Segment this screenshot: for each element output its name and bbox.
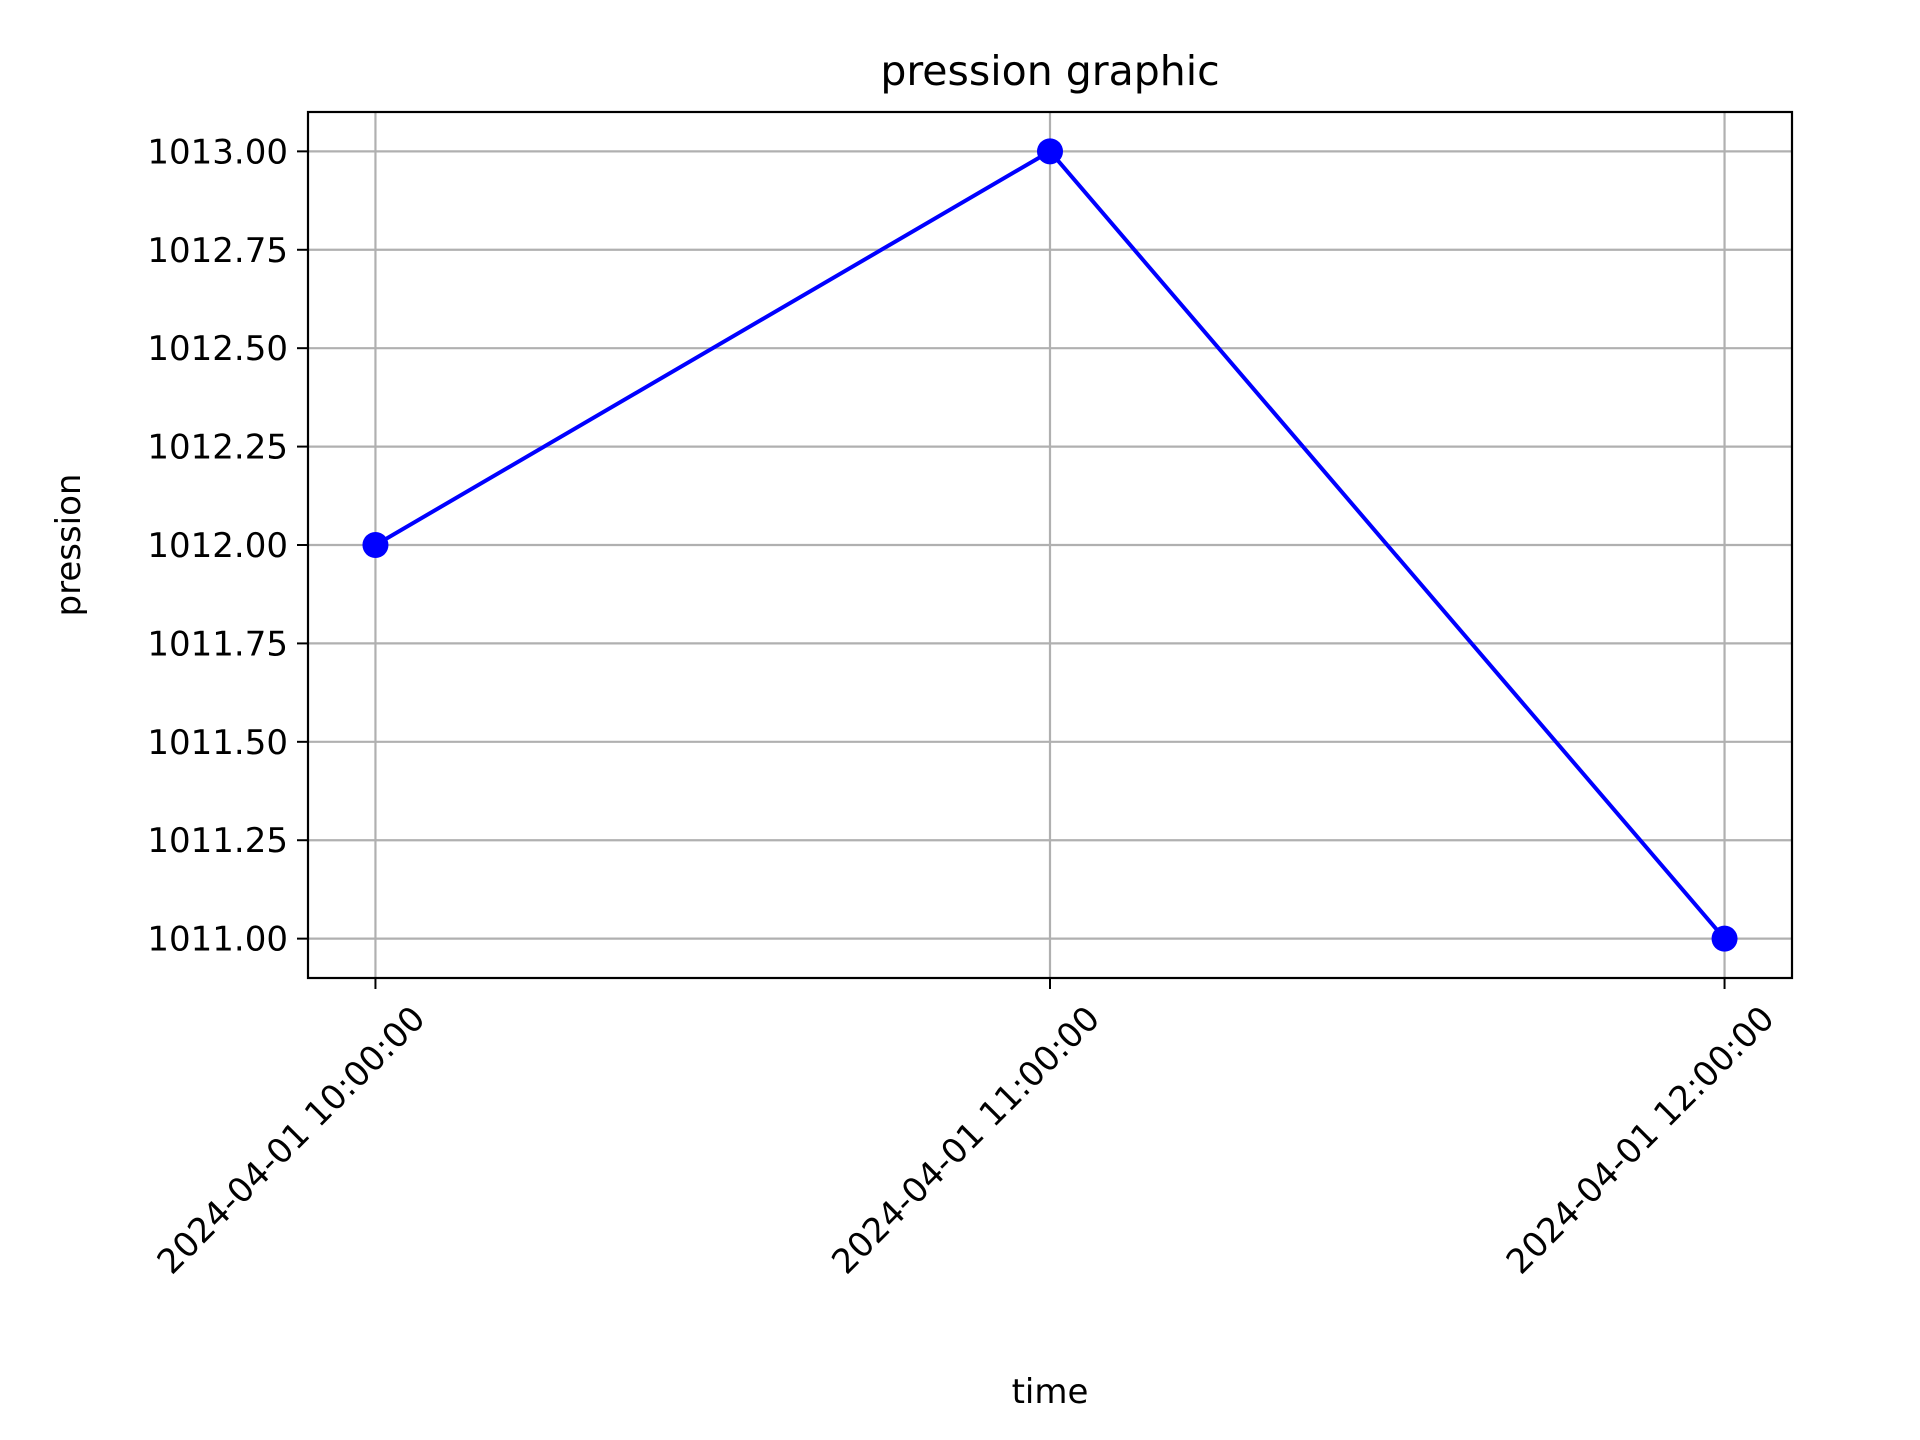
ticks-layer: 2024-04-01 10:00:00 2024-04-01 11:00:00 20… bbox=[147, 132, 1782, 1282]
grid-layer bbox=[308, 112, 1792, 978]
y-tick-label: 1011.25 bbox=[147, 821, 288, 861]
series-layer bbox=[362, 138, 1738, 952]
x-tick-label: 2024-04-01 11:00:00 bbox=[824, 999, 1108, 1283]
y-tick-label: 1012.75 bbox=[147, 231, 288, 271]
y-tick-label: 1011.00 bbox=[147, 920, 288, 960]
y-tick-label: 1012.25 bbox=[147, 428, 288, 468]
x-tick-label: 2024-04-01 10:00:00 bbox=[150, 999, 434, 1283]
y-tick-label: 1012.00 bbox=[147, 526, 288, 566]
data-point bbox=[1037, 138, 1063, 165]
y-tick-label: 1011.50 bbox=[147, 723, 288, 763]
data-point bbox=[1711, 925, 1738, 952]
y-axis-label: pression bbox=[49, 474, 89, 617]
y-tick-label: 1012.50 bbox=[147, 329, 288, 369]
x-tick-label: 2024-04-01 12:00:00 bbox=[1499, 999, 1783, 1283]
x-axis-label: time bbox=[1012, 1372, 1089, 1412]
chart-title: pression graphic bbox=[880, 47, 1219, 95]
y-tick-label: 1013.00 bbox=[147, 132, 288, 172]
data-point bbox=[362, 532, 389, 558]
y-tick-label: 1011.75 bbox=[147, 624, 288, 664]
